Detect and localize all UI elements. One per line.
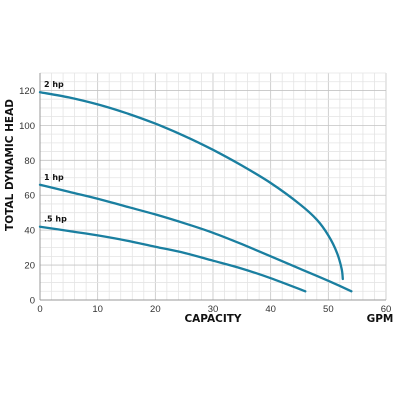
series-label: 2 hp bbox=[44, 80, 64, 89]
x-axis-title: CAPACITY bbox=[184, 313, 241, 325]
series-line bbox=[38, 225, 307, 293]
series-line bbox=[38, 183, 353, 293]
x-tick-label: 0 bbox=[37, 304, 42, 315]
y-tick-label: 40 bbox=[24, 226, 35, 237]
x-tick-label: 30 bbox=[208, 304, 219, 315]
axes bbox=[39, 73, 386, 301]
series-label: 1 hp bbox=[44, 173, 64, 182]
x-tick-label: 60 bbox=[381, 304, 392, 315]
series-label: .5 hp bbox=[44, 215, 67, 224]
y-tick-label: 80 bbox=[24, 156, 35, 167]
y-tick-label: 60 bbox=[24, 191, 35, 202]
y-tick-label: 120 bbox=[19, 86, 35, 97]
x-tick-label: 40 bbox=[265, 304, 276, 315]
series-labels: 2 hp 1 hp .5 hp bbox=[44, 80, 67, 223]
x-tick-label: 10 bbox=[92, 304, 103, 315]
series-line bbox=[38, 91, 344, 281]
x-tick-label: 50 bbox=[323, 304, 334, 315]
series-lines bbox=[38, 91, 353, 293]
x-tick-label: 20 bbox=[150, 304, 161, 315]
y-tick-label: 20 bbox=[24, 261, 35, 272]
y-tick-label: 100 bbox=[19, 121, 35, 132]
x-axis-unit: GPM bbox=[367, 313, 394, 325]
y-axis-title: TOTAL DYNAMIC HEAD bbox=[4, 99, 16, 231]
y-tick-label: 0 bbox=[30, 296, 35, 307]
y-tick-labels: 0 20 40 60 80 100 120 bbox=[19, 86, 35, 307]
grid bbox=[39, 72, 387, 301]
x-tick-labels: 0 10 20 30 40 50 60 bbox=[37, 304, 391, 315]
